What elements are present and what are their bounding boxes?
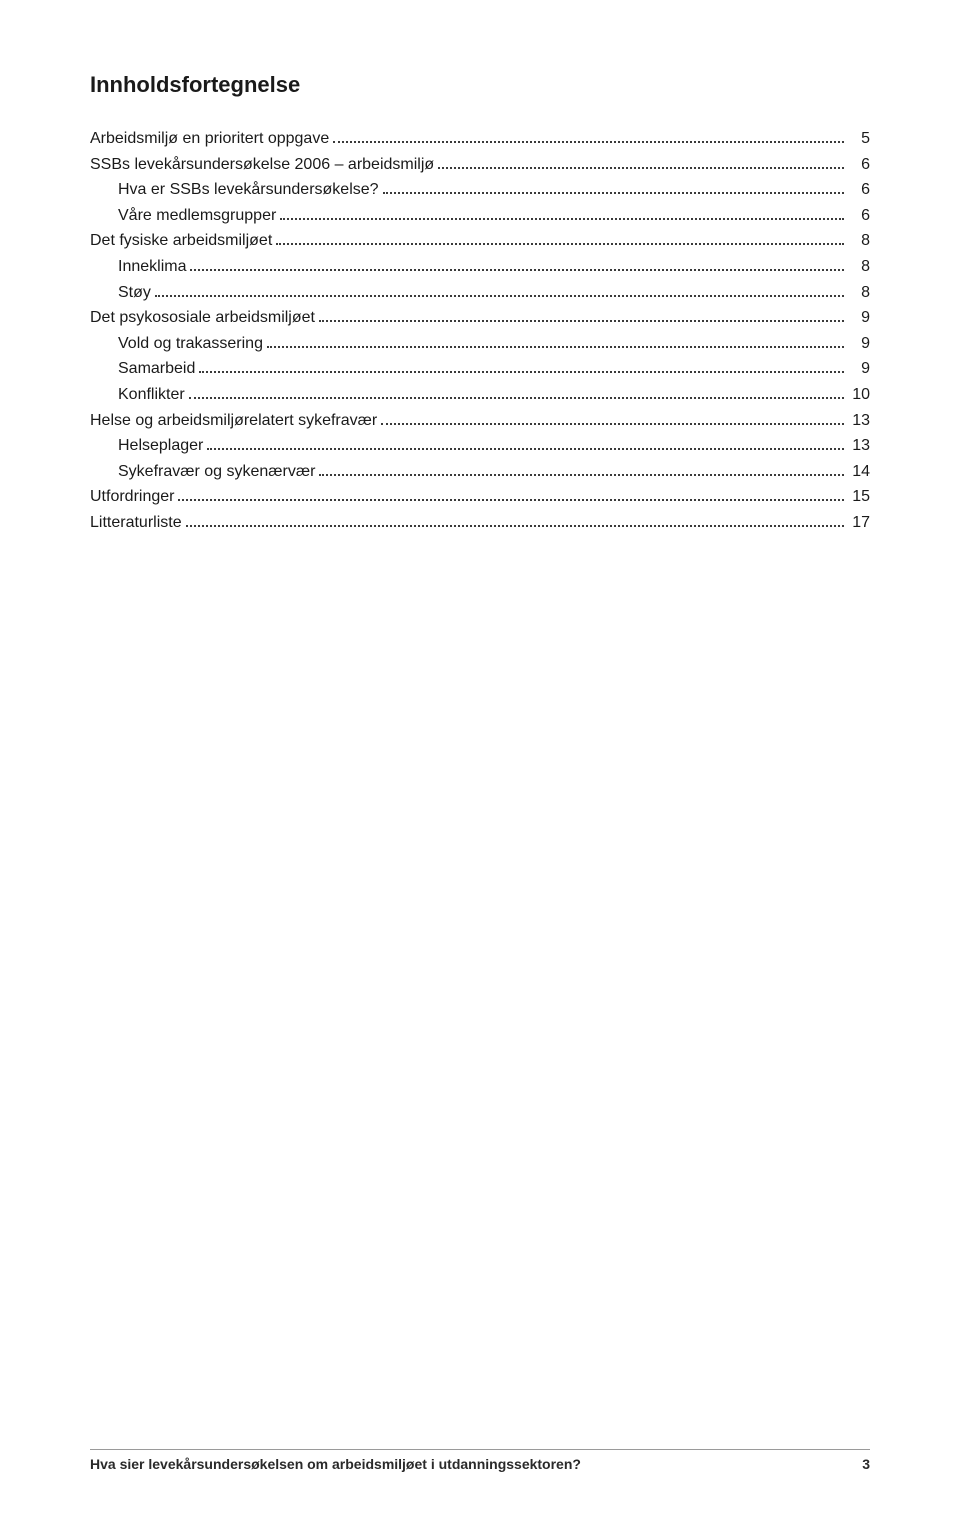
toc-entry: Samarbeid 9 (90, 356, 870, 382)
toc-entry-label: Samarbeid (90, 356, 195, 382)
toc-entry: Konflikter 10 (90, 382, 870, 408)
toc-entry-label: Våre medlemsgrupper (90, 203, 276, 229)
toc-entry-page: 9 (848, 331, 870, 357)
toc-entry-label: SSBs levekårsundersøkelse 2006 – arbeids… (90, 152, 434, 178)
page-footer: Hva sier levekårsundersøkelsen om arbeid… (90, 1449, 870, 1472)
toc-entry-label: Helse og arbeidsmiljørelatert sykefravær (90, 408, 377, 434)
toc-entry: Helseplager 13 (90, 433, 870, 459)
toc-entry-label: Inneklima (90, 254, 186, 280)
toc-leader-dots (438, 154, 844, 168)
footer-page-number: 3 (862, 1456, 870, 1472)
toc-leader-dots (319, 308, 844, 322)
toc-entry: Våre medlemsgrupper 6 (90, 203, 870, 229)
toc-entry-label: Konflikter (90, 382, 185, 408)
toc-leader-dots (189, 385, 844, 399)
toc-leader-dots (333, 129, 844, 143)
toc-entry-page: 6 (848, 152, 870, 178)
toc-leader-dots (280, 205, 844, 219)
toc-entry-label: Vold og trakassering (90, 331, 263, 357)
footer-divider (90, 1449, 870, 1450)
toc-entry-label: Sykefravær og sykenærvær (90, 459, 315, 485)
toc-leader-dots (190, 257, 844, 271)
toc-entry-label: Det psykososiale arbeidsmiljøet (90, 305, 315, 331)
toc-entry-page: 13 (848, 433, 870, 459)
footer-text: Hva sier levekårsundersøkelsen om arbeid… (90, 1456, 581, 1472)
toc-entry-page: 5 (848, 126, 870, 152)
toc-entry-page: 9 (848, 305, 870, 331)
toc-entry: Inneklima 8 (90, 254, 870, 280)
toc-entry-label: Helseplager (90, 433, 203, 459)
toc-entry-page: 13 (848, 408, 870, 434)
toc-entry-label: Det fysiske arbeidsmiljøet (90, 228, 272, 254)
toc-entry-label: Utfordringer (90, 484, 174, 510)
toc-entry-page: 8 (848, 280, 870, 306)
toc-entry: Helse og arbeidsmiljørelatert sykefravær… (90, 408, 870, 434)
toc-leader-dots (276, 231, 844, 245)
toc-entry-page: 15 (848, 484, 870, 510)
toc-entry-label: Arbeidsmiljø en prioritert oppgave (90, 126, 329, 152)
toc-entry: Støy 8 (90, 280, 870, 306)
toc-entry-page: 10 (848, 382, 870, 408)
toc-entry: Det fysiske arbeidsmiljøet 8 (90, 228, 870, 254)
toc-entry: Sykefravær og sykenærvær 14 (90, 459, 870, 485)
toc-entry-page: 6 (848, 203, 870, 229)
toc-leader-dots (186, 513, 844, 527)
toc-leader-dots (383, 180, 844, 194)
toc-leader-dots (381, 410, 844, 424)
toc-leader-dots (155, 282, 844, 296)
toc-leader-dots (319, 461, 844, 475)
toc-entry-page: 9 (848, 356, 870, 382)
toc-entry-label: Støy (90, 280, 151, 306)
toc-title: Innholdsfortegnelse (90, 72, 870, 98)
toc-entry: Hva er SSBs levekårsundersøkelse? 6 (90, 177, 870, 203)
toc-entry: Litteraturliste 17 (90, 510, 870, 536)
toc-leader-dots (178, 487, 844, 501)
toc-entry: Utfordringer 15 (90, 484, 870, 510)
toc-entry-page: 17 (848, 510, 870, 536)
toc-entry-page: 14 (848, 459, 870, 485)
toc-entry-page: 8 (848, 254, 870, 280)
toc-entry: SSBs levekårsundersøkelse 2006 – arbeids… (90, 152, 870, 178)
toc-leader-dots (207, 436, 844, 450)
toc-entry-label: Litteraturliste (90, 510, 182, 536)
toc-entry: Arbeidsmiljø en prioritert oppgave 5 (90, 126, 870, 152)
toc-leader-dots (267, 333, 844, 347)
toc-entry: Det psykososiale arbeidsmiljøet 9 (90, 305, 870, 331)
toc-list: Arbeidsmiljø en prioritert oppgave 5 SSBs … (90, 126, 870, 536)
toc-entry-label: Hva er SSBs levekårsundersøkelse? (90, 177, 379, 203)
toc-leader-dots (199, 359, 844, 373)
toc-entry-page: 6 (848, 177, 870, 203)
toc-entry: Vold og trakassering 9 (90, 331, 870, 357)
toc-entry-page: 8 (848, 228, 870, 254)
